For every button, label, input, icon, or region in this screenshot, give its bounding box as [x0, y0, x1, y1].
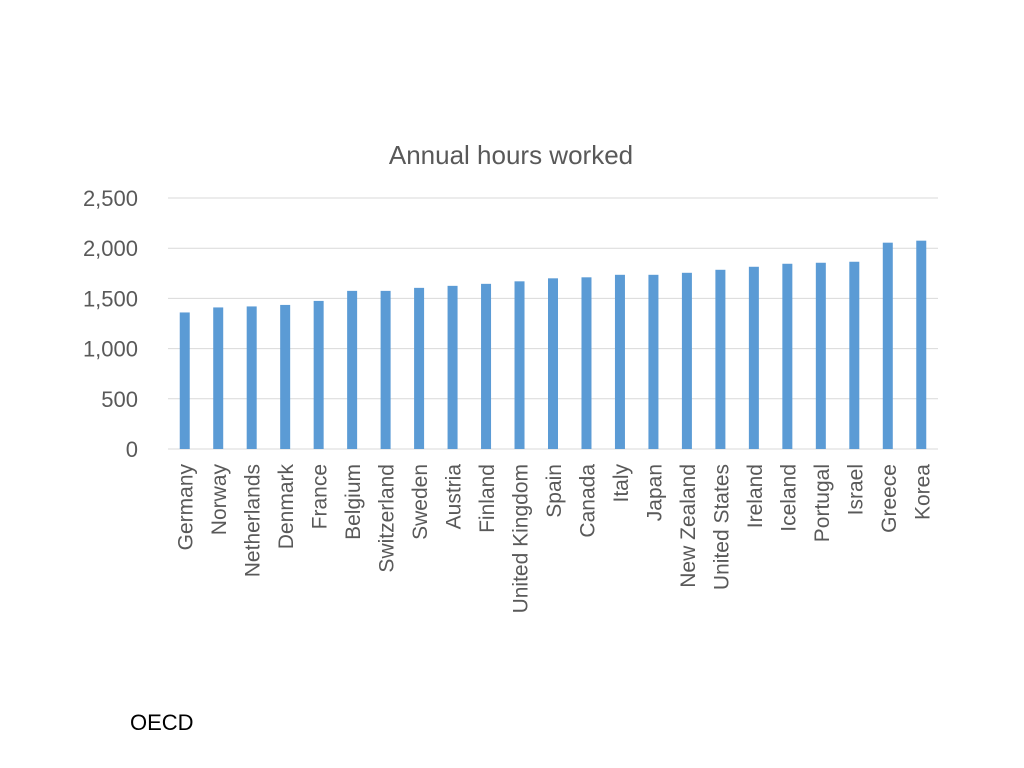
y-tick-label: 0	[126, 437, 138, 462]
bar-italy	[614, 274, 625, 449]
bar-ireland	[748, 266, 759, 449]
x-tick-label: Japan	[643, 464, 666, 521]
bar-germany	[179, 312, 190, 449]
x-tick-label: Iceland	[777, 464, 800, 532]
bar-france	[313, 300, 324, 449]
bar-denmark	[280, 304, 291, 449]
bar-austria	[447, 285, 458, 449]
y-tick-label: 2,500	[83, 186, 138, 211]
x-tick-label: United Kingdom	[510, 464, 533, 613]
x-tick-label: Switzerland	[376, 464, 399, 573]
x-tick-label: Portugal	[811, 464, 834, 542]
x-tick-label: Denmark	[275, 464, 298, 550]
bar-united-kingdom	[514, 281, 525, 449]
source-note: OECD	[130, 710, 194, 735]
bar-portugal	[815, 262, 826, 449]
x-tick-label: Spain	[543, 464, 566, 518]
x-tick-label: Norway	[208, 464, 231, 536]
bar-belgium	[347, 290, 358, 449]
x-tick-label: Finland	[476, 464, 499, 533]
x-tick-label: Belgium	[342, 464, 365, 540]
bar-finland	[481, 283, 492, 449]
y-tick-label: 500	[101, 387, 138, 412]
bar-united-states	[715, 269, 726, 449]
bar-new-zealand	[681, 272, 692, 449]
x-tick-label: Austria	[443, 464, 466, 530]
x-tick-label: Sweden	[409, 464, 432, 540]
y-tick-label: 1,000	[83, 337, 138, 362]
x-axis-tick-labels: Germany Norway Netherlands Denmark France Bel…	[175, 464, 935, 614]
x-tick-label: Korea	[911, 464, 934, 520]
y-axis-tick-labels: 0 500 1,000 1,500 2,000 2,500	[83, 186, 138, 462]
bar-canada	[581, 277, 592, 449]
x-tick-label: Canada	[576, 464, 599, 538]
x-tick-label: France	[309, 464, 332, 529]
bars	[179, 240, 927, 449]
x-tick-label: United States	[710, 464, 733, 590]
bar-sweden	[414, 287, 425, 449]
x-tick-label: Italy	[610, 464, 633, 503]
bar-japan	[648, 274, 659, 449]
chart-title: Annual hours worked	[389, 140, 633, 170]
x-tick-label: Netherlands	[242, 464, 265, 577]
bar-korea	[916, 240, 927, 449]
bar-switzerland	[380, 290, 391, 449]
x-tick-label: Greece	[878, 464, 901, 533]
bar-norway	[213, 307, 224, 449]
x-tick-label: Israel	[844, 464, 867, 515]
bar-spain	[548, 278, 558, 449]
x-tick-label: Ireland	[744, 464, 767, 528]
bar-iceland	[782, 263, 793, 449]
bar-greece	[882, 242, 893, 449]
bar-israel	[849, 261, 860, 449]
y-tick-label: 2,000	[83, 236, 138, 261]
x-tick-label: Germany	[175, 464, 198, 551]
x-tick-label: New Zealand	[677, 464, 700, 588]
bar-netherlands	[246, 306, 257, 449]
y-tick-label: 1,500	[83, 286, 138, 311]
